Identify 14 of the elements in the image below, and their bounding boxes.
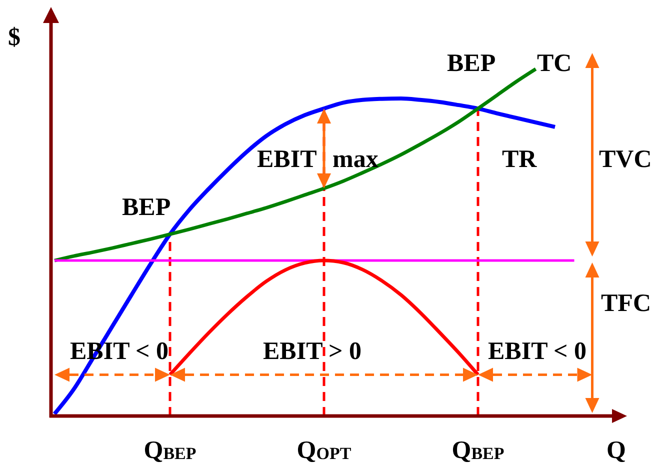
y-axis-title: $ (8, 24, 20, 51)
x-tick-label: QBEP (452, 437, 504, 464)
text: TFC (601, 290, 651, 317)
series-label: TC (537, 50, 572, 77)
text: TVC (599, 146, 652, 173)
annotation: EBIT max (257, 146, 379, 173)
x-tick-label: QBEP (144, 437, 196, 464)
x-tick-label: QOPT (296, 437, 352, 464)
annotation: BEP (122, 194, 171, 221)
annotation: BEP (447, 50, 496, 77)
series-label: TR (502, 146, 538, 173)
x-axis-title: Q (606, 437, 626, 464)
annotation: EBIT < 0 (488, 338, 587, 365)
annotation: EBIT > 0 (263, 338, 362, 365)
